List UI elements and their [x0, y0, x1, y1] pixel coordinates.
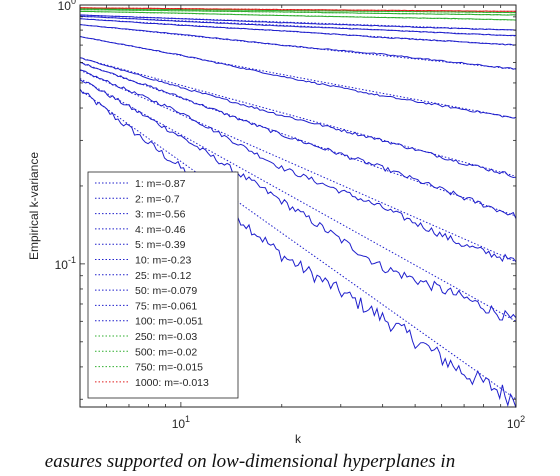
series-line-3	[79, 69, 517, 263]
legend-box	[87, 171, 239, 399]
legend-label-9: 75: m=-0.061	[135, 300, 197, 312]
legend-label-13: 750: m=-0.015	[135, 362, 203, 374]
series-fit-line-7	[79, 24, 517, 70]
series-line-13	[80, 8, 517, 14]
variance-chart: 101 102 10-1 100 Empirical k-variance k 1: …	[27, 0, 526, 446]
series-line-14	[80, 7, 517, 12]
caption-text: easures supported on low-dimensional hyp…	[44, 451, 456, 472]
series-line-5	[79, 57, 517, 179]
series-line-7	[79, 24, 517, 70]
series-line-10	[79, 14, 517, 31]
legend-label-12: 500: m=-0.02	[135, 346, 197, 358]
series-line-9	[80, 15, 517, 37]
series-fit-line-1	[79, 89, 517, 400]
legend-label-8: 50: m=-0.079	[135, 285, 197, 297]
legend-label-4: 4: m=-0.46	[135, 224, 186, 236]
x-tick-label: 101	[172, 414, 190, 431]
series-fit-line-4	[79, 61, 517, 217]
x-axis-label: k	[295, 432, 302, 446]
legend-items: 1: m=-0.87 2: m=-0.7 3: m=-0.56 4: m=-0.46 5…	[95, 178, 209, 389]
y-tick-label: 100	[58, 0, 76, 13]
series-fit-line-3	[79, 69, 517, 263]
legend-label-2: 2: m=-0.7	[135, 193, 180, 205]
legend-label-3: 3: m=-0.56	[135, 209, 186, 221]
x-tick-label: 102	[507, 414, 525, 431]
series-line-1	[79, 88, 517, 408]
series-line-11	[79, 10, 517, 21]
figure-caption: easures supported on low-dimensional hyp…	[0, 448, 560, 476]
legend-label-5: 5: m=-0.39	[135, 239, 186, 251]
series-fit-line-9	[79, 15, 517, 37]
legend-label-11: 250: m=-0.03	[135, 331, 197, 343]
series-line-6	[79, 35, 517, 119]
series-fit-line-2	[79, 78, 517, 322]
legend-label-6: 10: m=-0.23	[135, 255, 191, 267]
legend-label-7: 25: m=-0.12	[135, 270, 191, 282]
y-axis-label: Empirical k-variance	[27, 152, 41, 260]
series-line-12	[79, 9, 517, 16]
legend-label-14: 1000: m=-0.013	[135, 377, 209, 389]
legend-label-10: 100: m=-0.051	[135, 316, 203, 328]
series-line-4	[79, 61, 517, 219]
legend-label-1: 1: m=-0.87	[135, 178, 186, 190]
axis-ticks: 101 102 10-1 100	[55, 0, 526, 431]
series-lines	[79, 7, 517, 408]
y-tick-label: 10-1	[55, 255, 76, 272]
series-line-8	[79, 18, 517, 46]
plot-frame	[79, 4, 517, 408]
series-line-2	[79, 79, 517, 321]
legend: 1: m=-0.87 2: m=-0.7 3: m=-0.56 4: m=-0.46 5…	[87, 171, 239, 399]
